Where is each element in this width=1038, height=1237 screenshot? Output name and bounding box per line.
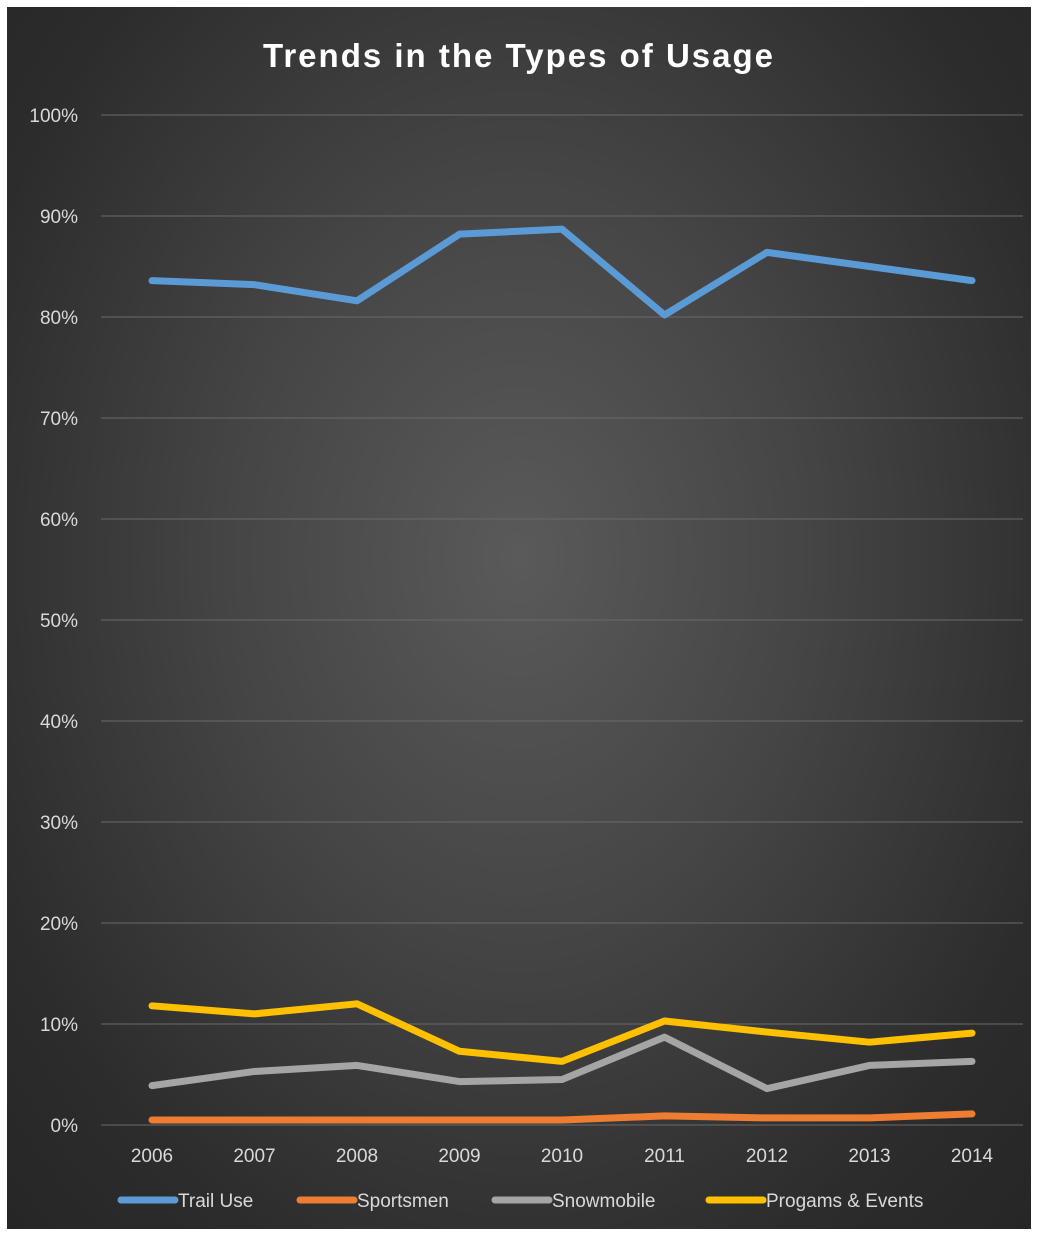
y-tick-label: 30%	[40, 813, 78, 834]
x-tick-label: 2009	[438, 1146, 480, 1167]
legend-label: Snowmobile	[552, 1191, 656, 1212]
legend-label: Progams & Events	[766, 1191, 923, 1212]
y-tick-label: 20%	[40, 914, 78, 935]
y-tick-label: 50%	[40, 611, 78, 632]
legend-label: Sportsmen	[357, 1191, 449, 1212]
x-tick-label: 2012	[746, 1146, 788, 1167]
series-line-4	[148, 1000, 976, 1065]
chart-title: Trends in the Types of Usage	[263, 37, 775, 74]
x-tick-label: 2013	[848, 1146, 890, 1167]
x-tick-label: 2008	[336, 1146, 378, 1167]
x-tick-label: 2010	[541, 1146, 583, 1167]
y-tick-label: 90%	[40, 207, 78, 228]
x-tick-label: 2006	[131, 1146, 173, 1167]
series-line-2	[148, 1110, 976, 1124]
x-tick-label: 2007	[233, 1146, 275, 1167]
x-tick-label: 2011	[644, 1146, 685, 1167]
y-tick-label: 40%	[40, 712, 78, 733]
line-chart: 0% 10% 20% 30% 40% 50% 60% 70% 80% 90% 100% 2006 20…	[29, 106, 1023, 1212]
chart-area: Trends in the Types of Usage 0% 10% 20% 30%…	[7, 7, 1031, 1229]
series-line-1	[148, 225, 976, 319]
y-tick-label: 0%	[51, 1116, 79, 1137]
y-tick-label: 60%	[40, 510, 78, 531]
legend-label: Trail Use	[178, 1191, 253, 1212]
y-tick-label: 10%	[40, 1015, 78, 1036]
y-tick-label: 70%	[40, 409, 78, 430]
y-tick-label: 80%	[40, 308, 78, 329]
y-tick-label: 100%	[29, 106, 78, 127]
x-tick-label: 2014	[951, 1146, 994, 1167]
